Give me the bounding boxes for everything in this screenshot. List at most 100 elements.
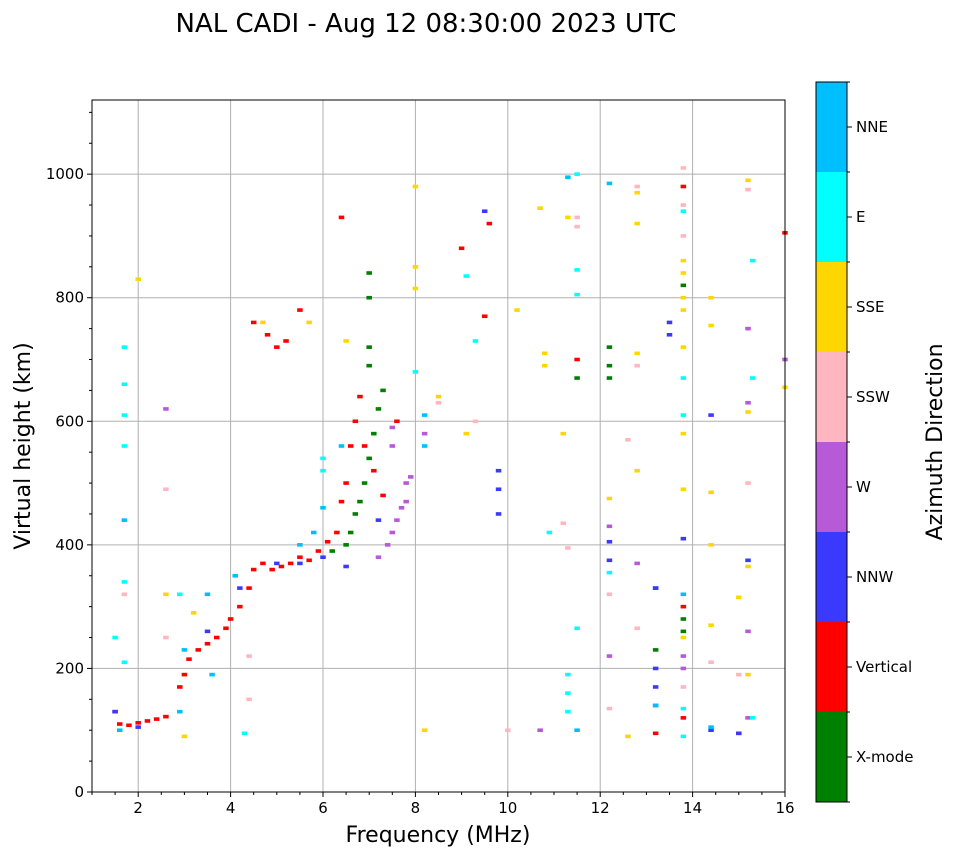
x-tick-label: 6 [318,799,328,817]
data-point-sse [565,215,571,220]
data-point-vertical [269,567,275,572]
colorbar-tick-label: Vertical [856,658,912,676]
data-point-vertical [177,685,183,689]
data-point-nnw [481,209,488,214]
data-point-vertical [116,722,123,726]
data-point-e [749,258,756,263]
data-point-nne [708,725,714,729]
data-point-sse [412,184,419,189]
data-point-vertical [278,564,285,569]
data-point-sse [634,190,640,195]
data-point-w [398,505,405,510]
data-point-x-mode [366,295,372,300]
data-point-vertical [223,626,229,631]
data-point-x-mode [606,363,613,368]
data-point-vertical [144,719,151,723]
data-point-sse [708,295,714,300]
data-point-vertical [352,419,359,424]
data-point-sse [745,178,751,183]
x-tick-label: 12 [591,799,610,817]
data-point-w [394,518,400,522]
data-point-sse [680,271,687,275]
x-tick-label: 4 [226,799,236,817]
data-point-e [680,376,687,380]
data-point-w [403,499,409,504]
data-point-sse [680,295,687,300]
colorbar-swatch [816,532,847,622]
data-point-e [680,734,687,739]
data-point-nne [209,672,215,677]
data-point-vertical [250,320,257,325]
data-point-sse [680,308,687,312]
data-point-vertical [204,641,211,646]
colorbar-swatch [816,352,847,442]
data-point-nnw [745,558,751,563]
data-point-sse [435,394,442,399]
data-point-vertical [163,714,169,719]
colorbar-tick-label: NNW [856,568,893,586]
data-point-sse [514,308,520,312]
data-point-x-mode [380,388,386,393]
data-point-vertical [246,586,252,590]
data-point-w [537,728,543,733]
data-point-x-mode [680,283,687,288]
data-point-vertical [486,221,493,226]
data-point-sse [708,490,714,495]
data-point-w [745,326,751,331]
data-point-ssw [680,685,687,689]
data-point-nne [320,505,326,510]
data-point-e [680,209,687,214]
data-point-vertical [186,657,192,661]
data-point-x-mode [366,363,372,368]
x-tick-label: 2 [133,799,143,817]
data-point-nnw [708,728,714,733]
data-point-vertical [574,357,580,362]
colorbar-swatch [816,82,847,172]
data-point-e [565,709,571,714]
data-point-vertical [357,394,363,399]
data-point-ssw [121,592,128,597]
data-point-vertical [380,493,386,498]
data-point-ssw [745,187,751,192]
data-point-nnw [680,536,687,541]
data-point-ssw [634,626,640,631]
data-point-ssw [745,481,751,485]
data-point-x-mode [652,648,659,652]
data-point-sse [680,431,687,436]
data-point-x-mode [574,376,580,380]
data-point-ssw [606,706,613,711]
data-point-e [749,716,756,720]
data-point-vertical [213,635,220,640]
data-point-e [574,626,580,631]
colorbar-swatch [816,262,847,352]
data-point-x-mode [361,481,368,485]
data-point-vertical [680,716,687,720]
y-tick-label: 1000 [46,165,84,183]
data-point-nnw [666,320,673,325]
data-point-x-mode [366,271,372,275]
data-point-nne [574,728,580,733]
data-point-nnw [274,561,280,566]
data-point-e [749,376,756,380]
data-point-sse [163,592,169,597]
data-point-nne [311,530,317,535]
colorbar-swatch [816,442,847,532]
x-tick-label: 14 [683,799,702,817]
data-point-sse [680,258,687,263]
data-point-sse [537,206,543,210]
data-point-nnw [237,586,243,590]
data-point-nnw [736,731,742,736]
data-point-e [463,274,469,278]
data-point-x-mode [329,549,335,553]
data-point-sse [463,431,469,436]
data-point-nnw [320,555,326,560]
data-point-vertical [680,604,687,609]
y-tick-label: 200 [55,659,84,677]
data-point-ssw [606,592,613,597]
data-point-nnw [204,629,211,634]
data-point-e [121,580,128,584]
data-point-x-mode [371,431,377,436]
data-point-vertical [361,444,368,448]
data-point-e [121,413,128,417]
data-point-e [121,382,128,387]
